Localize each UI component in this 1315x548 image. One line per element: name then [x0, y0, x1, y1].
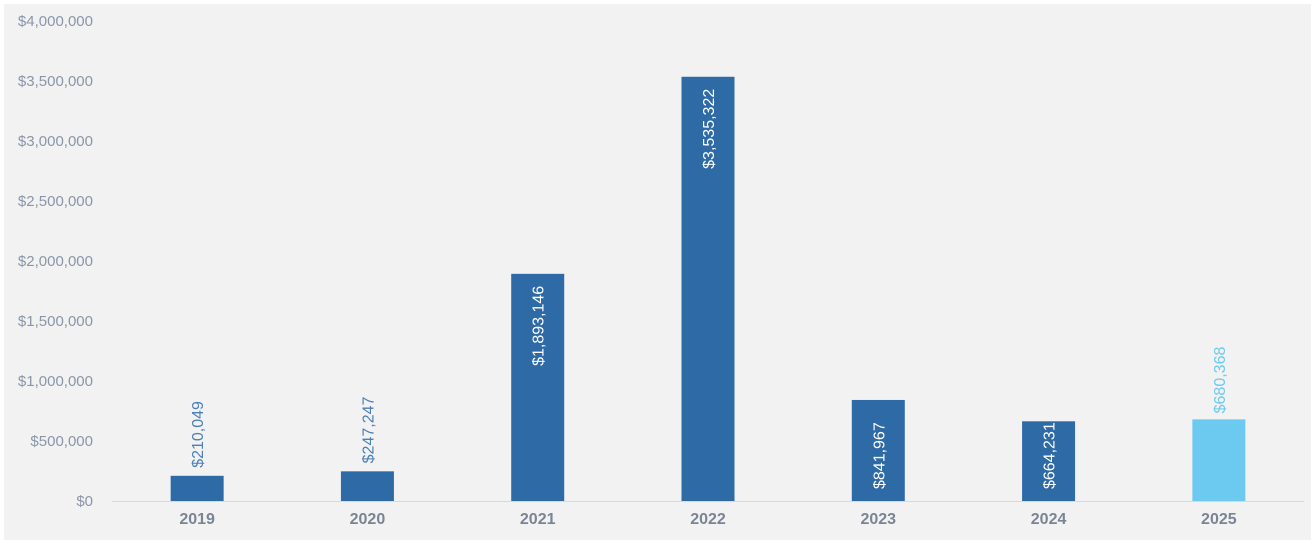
- data-label-2025: $680,368: [1212, 347, 1229, 414]
- y-tick-label: $3,000,000: [18, 133, 93, 150]
- bars: [170, 76, 1246, 502]
- x-tick-label: 2020: [350, 511, 386, 528]
- y-tick-label: $4,000,000: [18, 13, 93, 30]
- bar-2024: [1022, 421, 1076, 501]
- y-tick-label: $2,500,000: [18, 193, 93, 210]
- data-label-2023: $841,967: [871, 422, 888, 489]
- data-label-2021: $1,893,146: [531, 286, 548, 366]
- x-axis-ticks: 2019 2020 2021 2022 2023 2024 2025: [179, 511, 1236, 528]
- bar-2021: [511, 273, 565, 501]
- y-tick-label: $2,000,000: [18, 253, 93, 270]
- y-axis-ticks: $0 $500,000 $1,000,000 $1,500,000 $2,000,000…: [18, 13, 93, 510]
- x-tick-label: 2019: [179, 511, 215, 528]
- bar-chart: $0 $500,000 $1,000,000 $1,500,000 $2,000,000…: [18, 13, 1304, 528]
- chart-panel: $0 $500,000 $1,000,000 $1,500,000 $2,000,000…: [4, 4, 1311, 540]
- y-tick-label: $1,500,000: [18, 313, 93, 330]
- x-tick-label: 2024: [1031, 511, 1067, 528]
- data-label-2019: $210,049: [190, 401, 207, 468]
- bar-2022: [681, 76, 735, 502]
- y-tick-label: $3,500,000: [18, 73, 93, 90]
- bar-2023: [851, 399, 905, 501]
- bar-2020: [340, 471, 394, 501]
- data-labels: $210,049 $247,247 $1,893,146 $3,535,322 $841…: [190, 89, 1229, 489]
- data-label-2020: $247,247: [360, 396, 377, 463]
- data-label-2022: $3,535,322: [701, 89, 718, 169]
- x-tick-label: 2023: [860, 511, 896, 528]
- y-tick-label: $0: [76, 493, 93, 510]
- bar-2019: [170, 475, 224, 501]
- x-tick-label: 2021: [520, 511, 556, 528]
- bar-2025: [1192, 419, 1246, 501]
- y-tick-label: $1,000,000: [18, 373, 93, 390]
- data-label-2024: $664,231: [1042, 422, 1059, 489]
- x-tick-label: 2022: [690, 511, 726, 528]
- x-tick-label: 2025: [1201, 511, 1237, 528]
- y-tick-label: $500,000: [30, 433, 93, 450]
